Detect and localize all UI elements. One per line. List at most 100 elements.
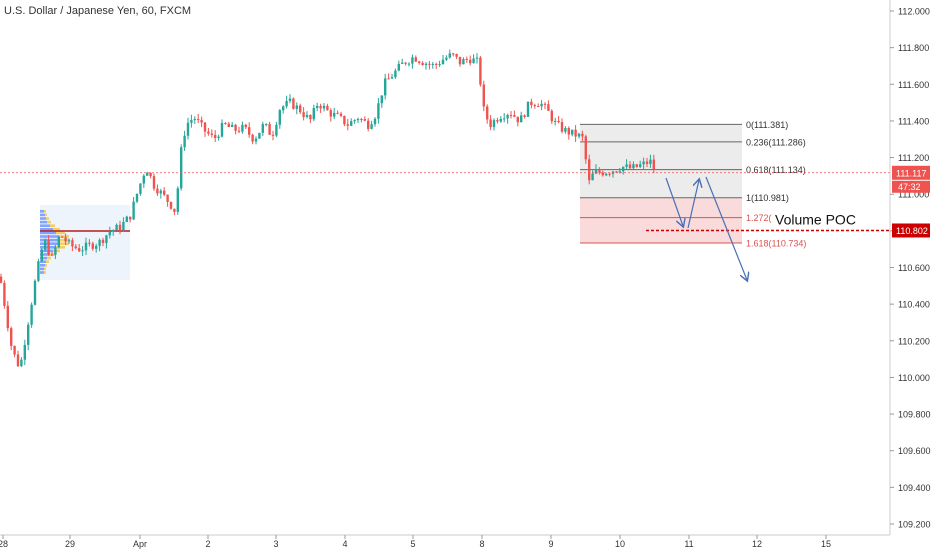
candle-body bbox=[200, 120, 203, 123]
countdown-value: 47:32 bbox=[898, 182, 921, 192]
candle-body bbox=[356, 119, 360, 121]
candle-body bbox=[299, 105, 302, 113]
candle-body bbox=[428, 63, 431, 65]
candle-body bbox=[571, 129, 574, 135]
volume-profile-bar-down bbox=[47, 256, 51, 260]
price-tick-label: 111.000 bbox=[898, 190, 929, 200]
candle-body bbox=[564, 128, 567, 132]
candle-body bbox=[227, 123, 230, 127]
candle-body bbox=[618, 171, 621, 173]
price-tick-label: 109.200 bbox=[898, 520, 931, 530]
candle-body bbox=[588, 159, 591, 181]
candle-body bbox=[394, 70, 397, 78]
candle-body bbox=[353, 120, 356, 122]
candle-body bbox=[152, 176, 156, 189]
chart-title: U.S. Dollar / Japanese Yen, 60, FXCM bbox=[4, 5, 192, 17]
candle-body bbox=[584, 136, 587, 160]
time-tick-label: 29 bbox=[65, 539, 75, 549]
candle-body bbox=[421, 62, 424, 66]
candle-body bbox=[312, 107, 315, 120]
candle-body bbox=[10, 328, 13, 346]
candle-body bbox=[44, 240, 47, 250]
candle-body bbox=[326, 105, 329, 111]
candle-body bbox=[64, 237, 67, 242]
volume-profile-bar-up bbox=[40, 228, 53, 231]
candle-body bbox=[251, 134, 254, 142]
candle-body bbox=[122, 221, 125, 231]
candle-body bbox=[424, 63, 428, 66]
candle-body bbox=[390, 77, 394, 79]
fib-level-label: 0.618(111.134) bbox=[746, 165, 806, 175]
candle-body bbox=[57, 236, 60, 248]
candle-body bbox=[237, 130, 241, 132]
candle-body bbox=[628, 164, 632, 169]
candle-body bbox=[248, 127, 251, 135]
price-tick-label: 109.800 bbox=[898, 410, 931, 420]
candle-body bbox=[458, 56, 462, 65]
candle-body bbox=[455, 53, 458, 57]
candle-body bbox=[465, 58, 468, 60]
volume-profile-bar-up bbox=[40, 210, 44, 213]
price-tick-label: 110.600 bbox=[898, 263, 930, 273]
candle-body bbox=[305, 114, 309, 118]
candle-body bbox=[615, 171, 618, 173]
fib-level-label: 0(111.381) bbox=[746, 120, 788, 130]
candle-body bbox=[265, 123, 268, 125]
candle-body bbox=[268, 123, 271, 135]
candle-body bbox=[482, 84, 485, 107]
candle-body bbox=[469, 59, 472, 64]
poc-label: Volume POC bbox=[775, 211, 856, 227]
candle-body bbox=[3, 282, 6, 306]
candle-body bbox=[98, 239, 101, 246]
candle-body bbox=[373, 118, 377, 125]
candle-body bbox=[105, 235, 108, 244]
volume-profile-bar-down bbox=[44, 271, 46, 274]
volume-profile-bar-down bbox=[45, 213, 47, 217]
fib-box-extension bbox=[580, 197, 742, 243]
overlay-lines-group: Volume POC bbox=[0, 172, 890, 232]
candle-body bbox=[503, 118, 506, 120]
candle-body bbox=[275, 124, 278, 136]
candle-body bbox=[50, 254, 54, 256]
volume-profile-bar-down bbox=[47, 220, 51, 224]
volume-profile-bar-down bbox=[59, 235, 69, 238]
candle-body bbox=[186, 122, 190, 136]
candle-body bbox=[601, 172, 604, 176]
candle-body bbox=[241, 124, 244, 132]
candle-body bbox=[496, 120, 499, 122]
candle-body bbox=[397, 63, 400, 71]
candle-body bbox=[445, 57, 448, 60]
volume-profile-bar-up bbox=[40, 224, 50, 227]
candle-body bbox=[292, 98, 295, 109]
price-tick-label: 110.200 bbox=[898, 336, 930, 346]
volume-profile-bar-up bbox=[40, 260, 46, 263]
candle-body bbox=[448, 53, 451, 58]
candle-body bbox=[452, 53, 455, 55]
volume-profile-bar-down bbox=[46, 260, 49, 263]
candle-body bbox=[20, 359, 23, 367]
projection-arrow bbox=[705, 176, 747, 280]
candle-body bbox=[387, 78, 390, 80]
price-tick-label: 109.400 bbox=[898, 483, 931, 493]
candle-body bbox=[132, 201, 135, 220]
candle-body bbox=[574, 129, 577, 137]
candle-body bbox=[540, 103, 543, 107]
volume-profile-bar-up bbox=[40, 238, 60, 242]
fib-extension-group: 0(111.381) 0.236(111.286) 0.618(111.134) 1(… bbox=[580, 120, 806, 248]
volume-profile-bar-up bbox=[40, 253, 50, 256]
candle-body bbox=[285, 100, 288, 107]
candle-body bbox=[635, 164, 638, 167]
candle-body bbox=[547, 104, 550, 111]
candle-body bbox=[27, 324, 30, 345]
candle-body bbox=[112, 229, 115, 232]
candle-body bbox=[605, 173, 608, 176]
candle-body bbox=[146, 172, 149, 176]
candle-body bbox=[404, 62, 407, 64]
candle-body bbox=[278, 110, 281, 125]
countdown-badge bbox=[892, 180, 930, 193]
candle-body bbox=[207, 131, 210, 134]
candle-body bbox=[108, 231, 111, 236]
price-tick-label: 111.800 bbox=[898, 43, 929, 53]
projection-arrow bbox=[687, 180, 699, 229]
